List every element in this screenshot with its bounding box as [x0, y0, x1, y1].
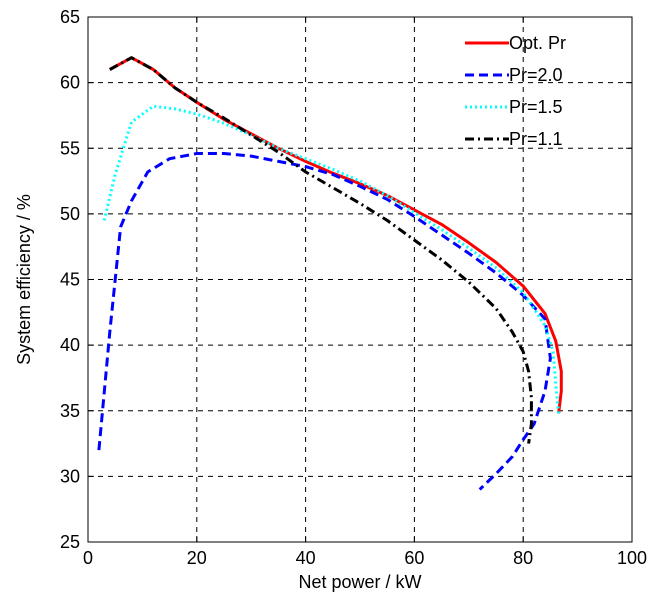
y-tick-label: 30: [60, 466, 80, 486]
tick-labels: 0 20 40 60 80 100 25 30 35 40 45 50 55 60 65: [60, 7, 647, 568]
y-tick-label: 45: [60, 270, 80, 290]
legend-label-3: Pr=1.5: [509, 97, 563, 117]
y-tick-label: 65: [60, 7, 80, 27]
x-tick-label: 100: [617, 548, 647, 568]
y-tick-label: 25: [60, 532, 80, 552]
legend-label-4: Pr=1.1: [509, 129, 563, 149]
x-tick-label: 40: [296, 548, 316, 568]
y-tick-label: 60: [60, 73, 80, 93]
x-tick-label: 0: [83, 548, 93, 568]
x-tick-label: 20: [187, 548, 207, 568]
legend: Opt. Pr Pr=2.0 Pr=1.5 Pr=1.1: [465, 33, 566, 149]
series-line-3: [102, 104, 561, 414]
series-lines: [97, 56, 563, 491]
y-tick-label: 50: [60, 204, 80, 224]
x-tick-label: 60: [404, 548, 424, 568]
series-line-4: [109, 56, 533, 444]
y-tick-label: 40: [60, 335, 80, 355]
y-axis-label: System efficiency / %: [14, 194, 34, 365]
legend-label-2: Pr=2.0: [509, 65, 563, 85]
y-tick-label: 35: [60, 401, 80, 421]
legend-label-1: Opt. Pr: [509, 33, 566, 53]
x-tick-label: 80: [513, 548, 533, 568]
x-axis-label: Net power / kW: [298, 572, 421, 592]
grid-lines: [88, 17, 632, 542]
y-tick-label: 55: [60, 138, 80, 158]
series-line-2: [97, 152, 552, 491]
